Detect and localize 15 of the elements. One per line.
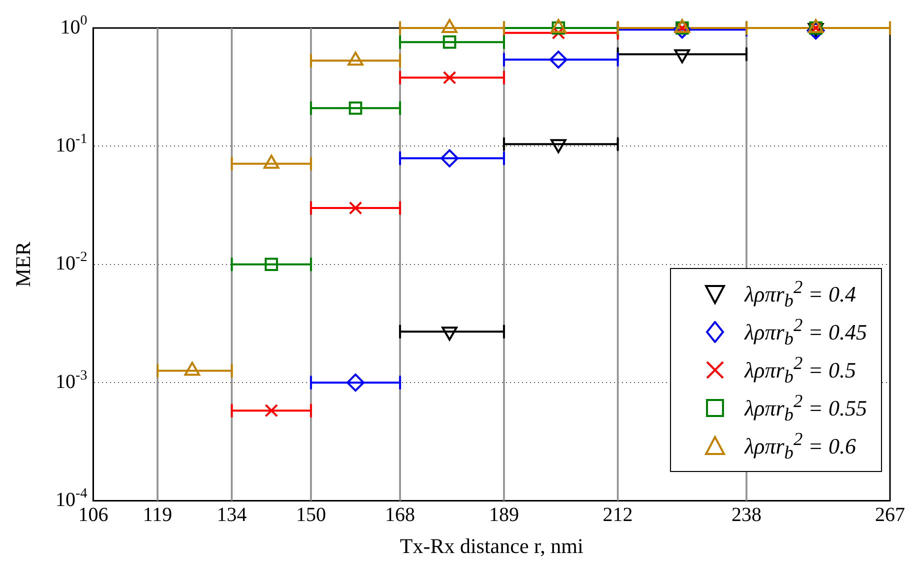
legend-label: λρπr$_{b}$$^{2}$ = 0.4 — [744, 276, 856, 312]
x-axis-title: Tx-Rx distance r, nmi — [400, 534, 584, 558]
legend-label: λρπr$_{b}$$^{2}$ = 0.5 — [744, 352, 856, 388]
legend-label: λρπr$_{b}$$^{2}$ = 0.6 — [744, 428, 856, 464]
legend-label: λρπr$_{b}$$^{2}$ = 0.45 — [744, 314, 867, 350]
y-axis-title: MER — [11, 242, 36, 288]
legend-label: λρπr$_{b}$$^{2}$ = 0.55 — [744, 390, 867, 426]
x-tick-label: 119 — [142, 504, 172, 526]
x-tick-label: 267 — [875, 504, 905, 526]
x-tick-label: 238 — [731, 504, 762, 526]
x-tick-label: 189 — [488, 504, 519, 526]
x-tick-label: 212 — [602, 504, 633, 526]
x-tick-label: 168 — [385, 504, 416, 526]
x-tick-label: 134 — [216, 504, 247, 526]
x-tick-label: 150 — [296, 504, 326, 526]
